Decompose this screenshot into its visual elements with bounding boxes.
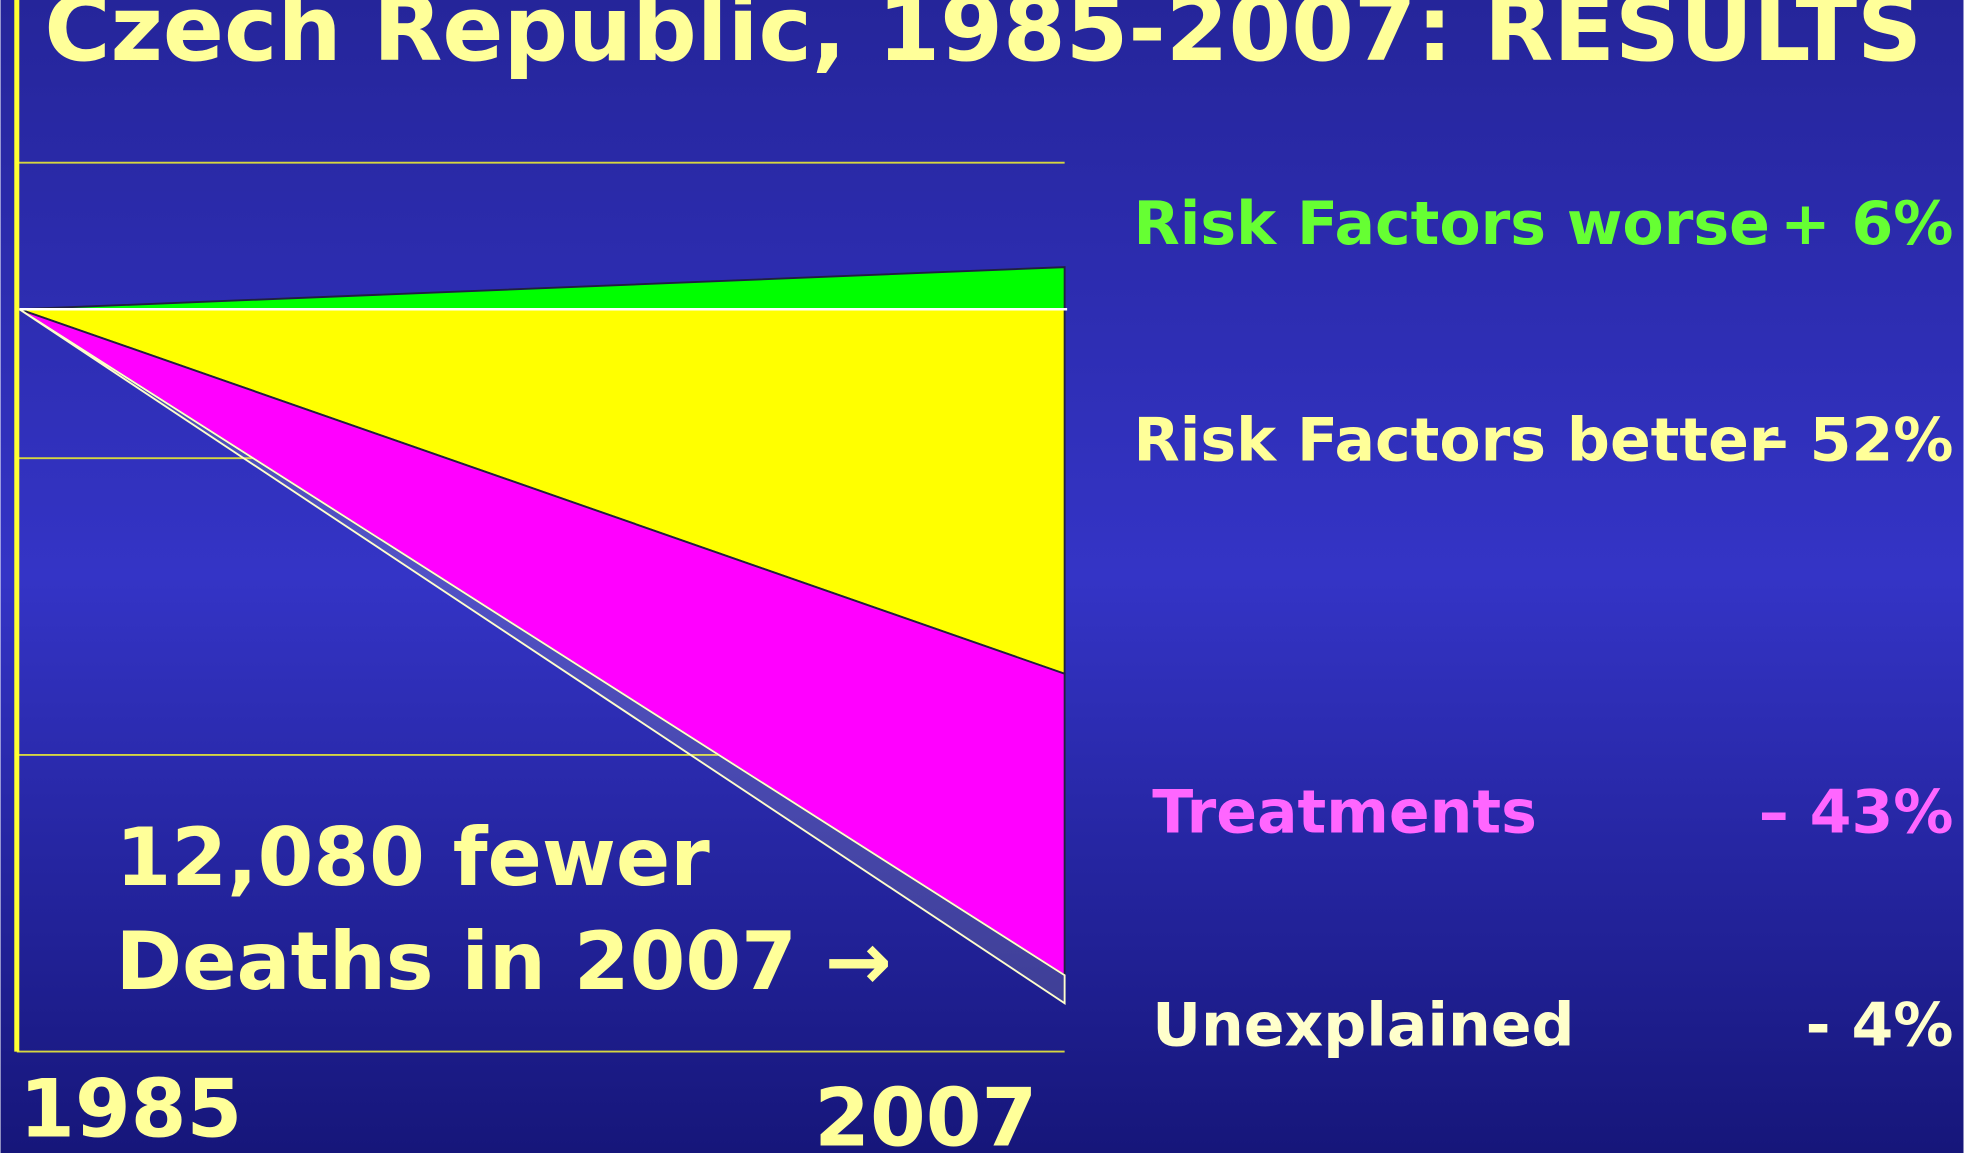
- legend-label: Unexplained: [1152, 990, 1574, 1060]
- annotation: 12,080 fewer: [116, 811, 711, 904]
- value-label: – 43%: [1759, 778, 1954, 848]
- wedge: [18, 308, 1066, 1006]
- value-label: – 52%: [1759, 406, 1954, 476]
- annotation: Deaths in 2007 →: [116, 915, 892, 1008]
- legend-label: Treatments: [1152, 778, 1537, 848]
- legend-label: Risk Factors better: [1133, 406, 1778, 476]
- wedges: [18, 266, 1068, 1006]
- x-tick-label: 1985: [19, 1063, 242, 1153]
- value-label: - 4%: [1806, 990, 1954, 1060]
- value-label: + 6%: [1780, 189, 1953, 259]
- legend-label: Risk Factors worse: [1133, 189, 1769, 259]
- chart-title: Czech Republic, 1985-2007: RESULTS: [44, 0, 1922, 82]
- x-tick-label: 2007: [814, 1071, 1037, 1153]
